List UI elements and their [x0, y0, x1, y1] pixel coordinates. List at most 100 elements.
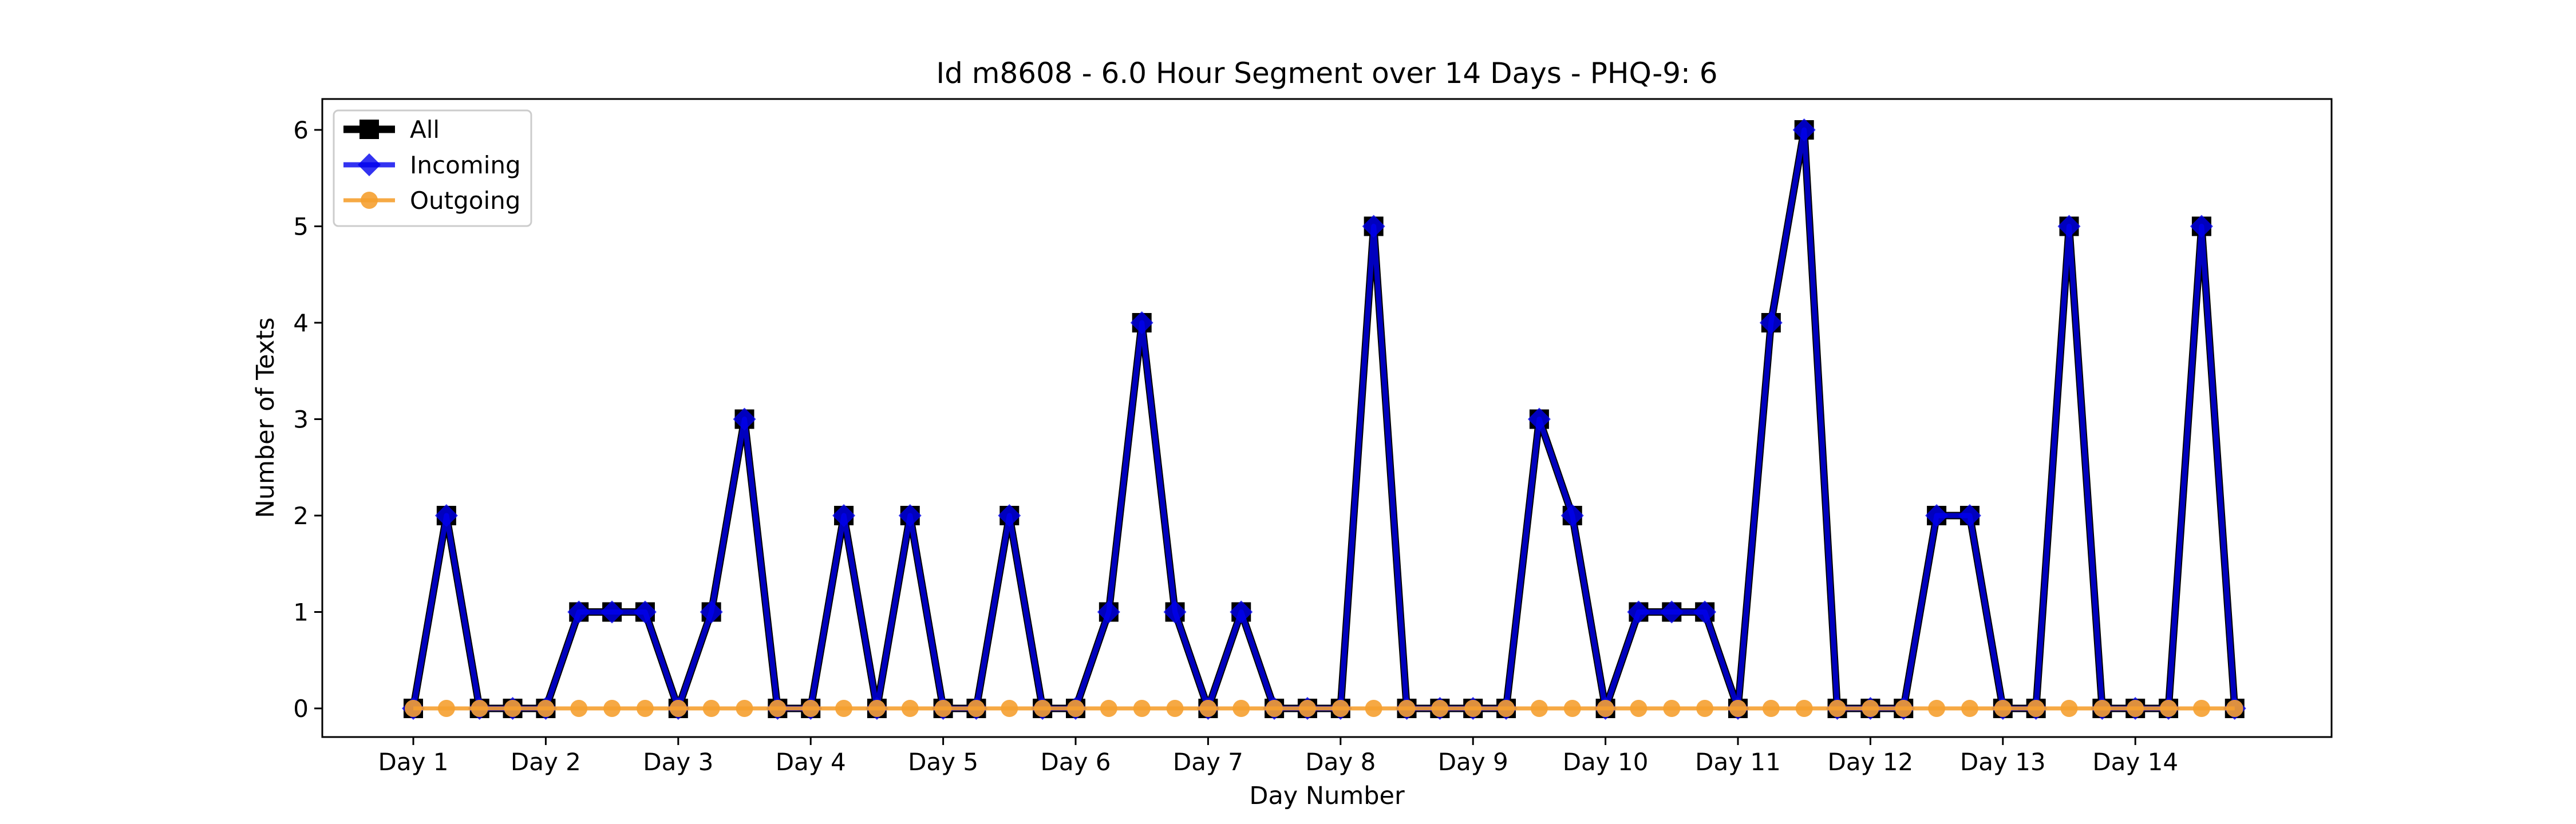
data-point-incoming [1925, 504, 1949, 527]
data-point-outgoing [1298, 700, 1316, 717]
data-point-outgoing [570, 700, 588, 717]
data-point-incoming [700, 600, 723, 624]
data-point-incoming [1792, 118, 1816, 141]
x-tick-label: Day 2 [511, 748, 581, 776]
data-point-incoming [1097, 600, 1120, 624]
x-tick-label: Day 8 [1305, 748, 1376, 776]
legend-entry-all: All [343, 116, 440, 144]
legend-marker-incoming [358, 153, 381, 176]
data-point-outgoing [702, 700, 720, 717]
data-point-incoming [1560, 504, 1584, 527]
legend-marker-outgoing [361, 192, 378, 209]
data-point-incoming [1660, 600, 1684, 624]
x-tick-label: Day 13 [1960, 748, 2046, 776]
y-tick-label: 6 [293, 116, 309, 144]
data-point-outgoing [802, 700, 820, 717]
x-tick-label: Day 5 [908, 748, 978, 776]
data-point-outgoing [1332, 700, 1349, 717]
data-point-incoming [633, 600, 657, 624]
data-point-incoming [434, 504, 458, 527]
y-tick-label: 5 [293, 213, 309, 241]
data-point-incoming [1527, 407, 1551, 431]
data-point-outgoing [1895, 700, 1913, 717]
data-point-outgoing [1100, 700, 1117, 717]
x-axis-label: Day Number [1249, 782, 1405, 810]
series-layer [402, 118, 2246, 720]
data-point-outgoing [1365, 700, 1382, 717]
data-point-incoming [832, 504, 856, 527]
x-tick-label: Day 7 [1173, 748, 1243, 776]
data-point-outgoing [437, 700, 455, 717]
data-point-outgoing [669, 700, 687, 717]
x-tick-label: Day 11 [1695, 748, 1781, 776]
data-point-outgoing [603, 700, 621, 717]
data-point-outgoing [1762, 700, 1780, 717]
data-point-incoming [1163, 600, 1187, 624]
data-point-outgoing [2160, 700, 2178, 717]
data-point-outgoing [868, 700, 886, 717]
legend-label-all: All [410, 116, 440, 144]
data-point-outgoing [636, 700, 654, 717]
data-point-outgoing [736, 700, 753, 717]
legend: All Incoming Outgoing [333, 109, 532, 227]
x-tick-label: Day 4 [776, 748, 846, 776]
data-point-outgoing [1133, 700, 1151, 717]
data-point-outgoing [471, 700, 488, 717]
data-point-outgoing [504, 700, 521, 717]
data-point-outgoing [934, 700, 952, 717]
data-point-incoming [898, 504, 922, 527]
y-tick-label: 4 [293, 309, 309, 337]
data-point-incoming [567, 600, 591, 624]
x-tick-label: Day 3 [643, 748, 713, 776]
data-point-outgoing [2060, 700, 2078, 717]
data-point-outgoing [1398, 700, 1416, 717]
x-tick-label: Day 6 [1040, 748, 1111, 776]
y-axis: 0 1 2 3 4 5 6 [293, 116, 322, 723]
data-point-outgoing [1266, 700, 1283, 717]
data-point-outgoing [2093, 700, 2111, 717]
data-point-outgoing [1663, 700, 1681, 717]
data-point-outgoing [2226, 700, 2243, 717]
data-point-outgoing [1530, 700, 1548, 717]
y-tick-label: 2 [293, 502, 309, 530]
series-outgoing [405, 700, 2243, 717]
data-point-outgoing [405, 700, 422, 717]
data-point-outgoing [967, 700, 985, 717]
data-point-outgoing [835, 700, 853, 717]
data-point-incoming [2190, 215, 2213, 238]
data-point-outgoing [901, 700, 919, 717]
legend-entry-outgoing: Outgoing [343, 187, 520, 215]
x-tick-label: Day 1 [378, 748, 448, 776]
data-point-outgoing [1994, 700, 2012, 717]
data-point-outgoing [1795, 700, 1813, 717]
data-point-outgoing [1464, 700, 1482, 717]
data-point-incoming [1759, 311, 1783, 334]
data-point-outgoing [1166, 700, 1184, 717]
data-point-outgoing [769, 700, 787, 717]
legend-label-outgoing: Outgoing [410, 187, 520, 215]
data-point-incoming [1362, 215, 1385, 238]
data-point-outgoing [1498, 700, 1515, 717]
data-point-outgoing [1232, 700, 1250, 717]
data-point-outgoing [1729, 700, 1747, 717]
data-point-outgoing [1067, 700, 1084, 717]
plot-area [321, 98, 2333, 738]
data-point-outgoing [2192, 700, 2210, 717]
data-point-outgoing [1630, 700, 1647, 717]
data-point-outgoing [1431, 700, 1449, 717]
data-point-incoming [1693, 600, 1717, 624]
data-point-incoming [733, 407, 756, 431]
data-point-incoming [1958, 504, 1981, 527]
data-point-incoming [2057, 215, 2081, 238]
data-point-outgoing [1828, 700, 1846, 717]
data-point-incoming [600, 600, 624, 624]
data-point-outgoing [1563, 700, 1581, 717]
legend-box [333, 109, 532, 227]
x-axis: Day 1 Day 2 Day 3 Day 4 Day 5 Day 6 Day 7 Day 8… [378, 737, 2178, 776]
data-point-outgoing [1862, 700, 1879, 717]
y-tick-label: 0 [293, 695, 309, 723]
data-point-outgoing [1696, 700, 1714, 717]
data-point-outgoing [2127, 700, 2144, 717]
data-point-incoming [1130, 311, 1153, 334]
